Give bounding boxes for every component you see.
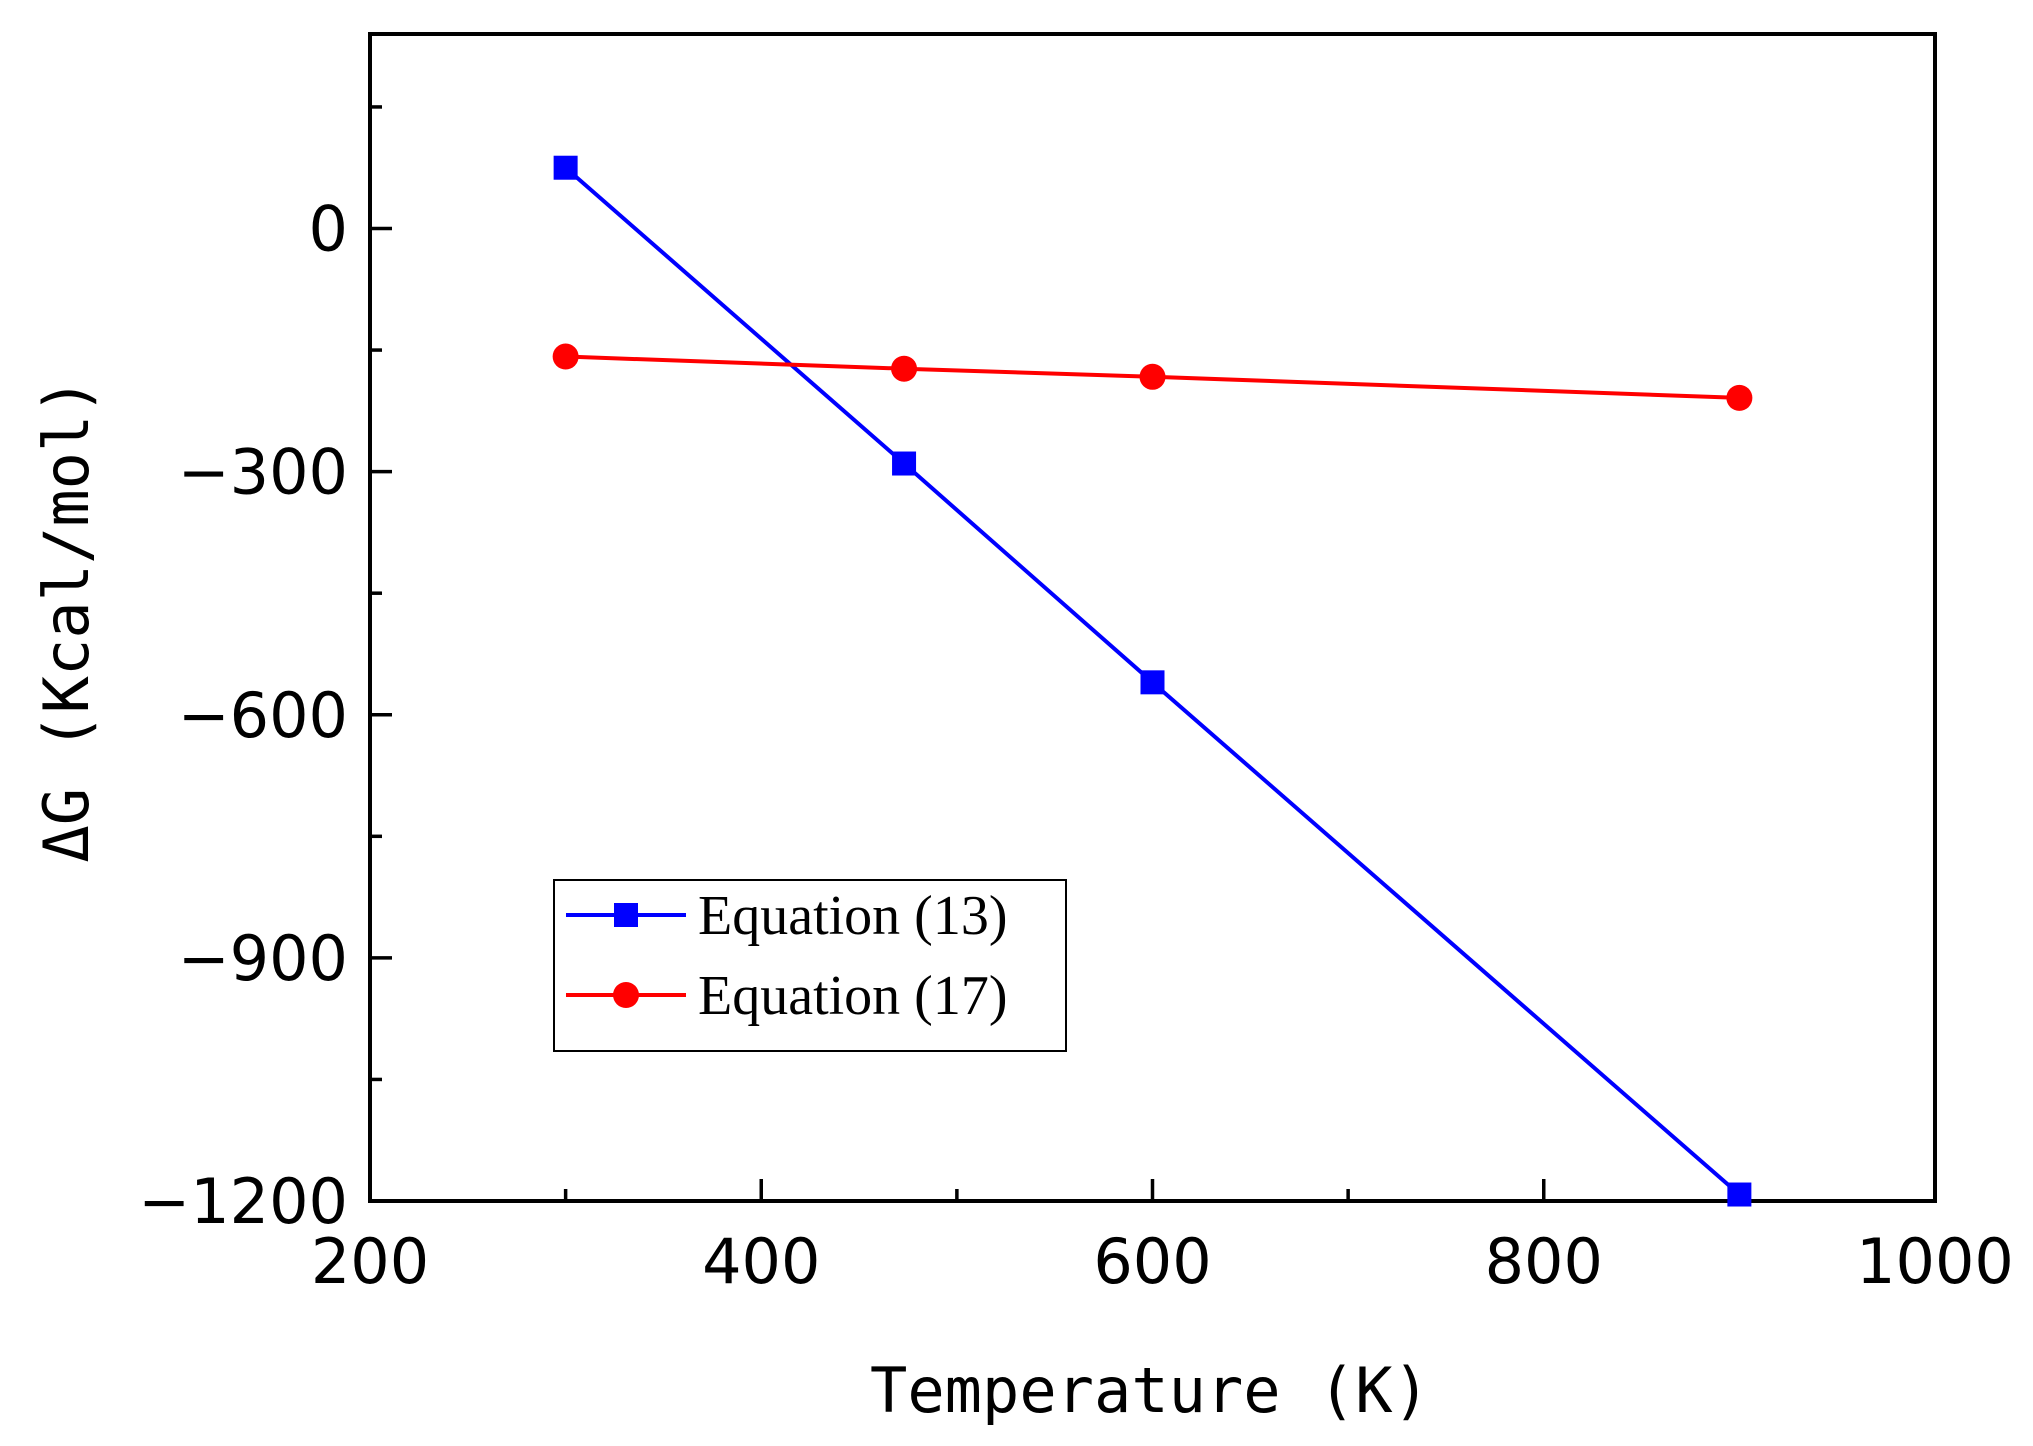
data-point-circle [1726,384,1753,411]
data-point-square [892,451,917,476]
legend-label-0: Equation (13) [698,885,1007,947]
x-tick-label: 1000 [1856,1225,2014,1298]
data-point-circle [891,355,918,382]
legend-label-1: Equation (17) [698,965,1007,1027]
data-point-square [1727,1182,1752,1207]
x-tick-label: 600 [1093,1225,1211,1298]
x-axis-title: Temperature (K) [870,1354,1430,1427]
y-tick-label: −900 [178,922,348,995]
legend-marker-circle [613,982,639,1008]
y-axis-title: ΔG (Kcal/mol) [30,377,103,862]
x-tick-label: 800 [1485,1225,1603,1298]
y-tick-label: −300 [178,436,348,509]
x-axis-ticks: 200 400 600 800 1000 [311,1179,2014,1298]
legend-box [553,879,1067,1052]
data-point-square [1140,670,1165,695]
y-tick-label: 0 [309,193,348,266]
legend: Equation (13) Equation (17) [553,879,1067,1052]
x-tick-label: 200 [311,1225,429,1298]
x-tick-label: 400 [702,1225,820,1298]
series-line-0 [564,166,1741,1197]
data-point-circle [552,343,579,370]
data-point-circle [1139,363,1166,390]
series-layer [552,155,1753,1207]
y-axis-ticks: 0 −300 −600 −900 −1200 [138,105,392,1238]
y-tick-label: −1200 [138,1165,348,1238]
data-point-square [553,155,578,180]
series-line-1 [565,354,1740,400]
legend-marker-square [614,903,638,927]
y-tick-label: −600 [178,679,348,752]
